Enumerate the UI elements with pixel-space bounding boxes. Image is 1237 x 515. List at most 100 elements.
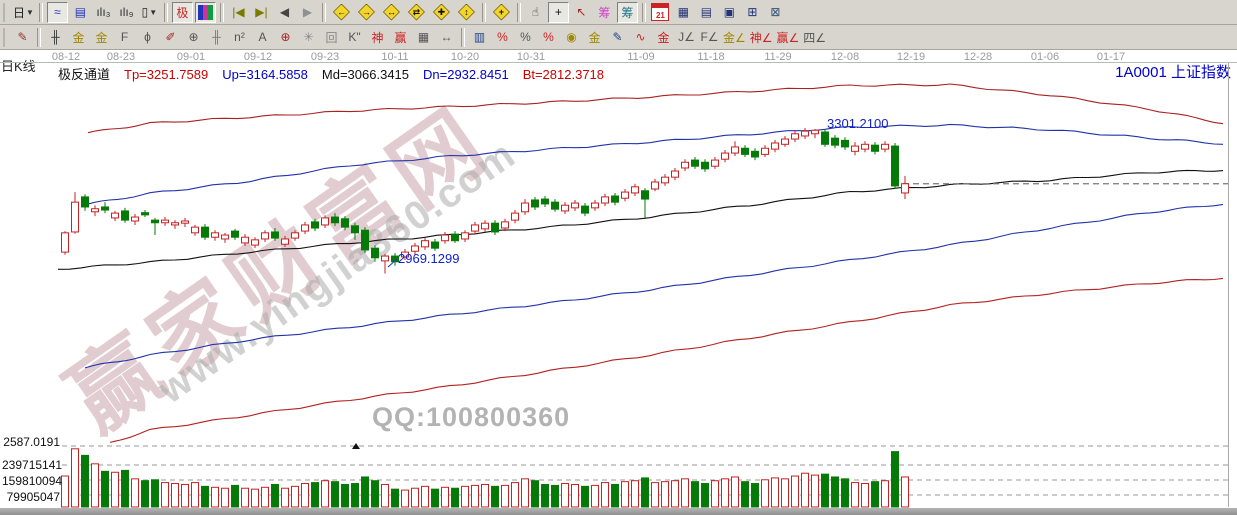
info-panel-icon[interactable]: ▤: [74, 5, 87, 19]
golden-hline2-tool[interactable]: 金: [95, 30, 108, 45]
date-tick-label: 12-19: [896, 51, 926, 63]
shen-line-tool[interactable]: 神: [371, 30, 384, 45]
measure-grid-tool[interactable]: ▦: [417, 30, 430, 44]
computer-icon[interactable]: ⊠: [770, 5, 781, 19]
ying-angle-tool[interactable]: 赢∠: [776, 30, 800, 45]
date-tick-label: 10-31: [516, 51, 546, 63]
wave-tool[interactable]: ∿: [635, 30, 646, 44]
percent-line-red-tool[interactable]: %: [497, 30, 508, 44]
chevron-down-icon: ▼: [149, 7, 158, 17]
center-view-button[interactable]: +: [490, 2, 513, 23]
expand-horizontal-button[interactable]: ↔: [380, 2, 403, 23]
expand-all-button[interactable]: ✚: [430, 2, 453, 23]
first-page-button[interactable]: |◀: [232, 5, 245, 19]
date-tick-label: 12-28: [963, 51, 993, 63]
prev-page-button[interactable]: ◀: [279, 5, 290, 19]
indicator-param: Up=3164.5858: [222, 67, 308, 82]
calendar-icon[interactable]: 21: [650, 2, 671, 23]
notepad-icon[interactable]: ▤: [700, 5, 713, 19]
golden-level-tool[interactable]: 金: [588, 30, 601, 45]
indicator-param: Dn=2932.8451: [423, 67, 509, 82]
ying-line-tool[interactable]: 赢: [394, 30, 407, 45]
status-bar: [0, 508, 1237, 515]
indicator-param: Tp=3251.7589: [124, 67, 209, 82]
next-page-button[interactable]: ▶: [302, 5, 313, 19]
gann-circle-tool[interactable]: ⊕: [280, 30, 291, 44]
vline-tool[interactable]: ╫: [212, 30, 221, 44]
indicator-param: Md=3066.3415: [321, 67, 410, 82]
period-selector[interactable]: 日 ▼: [13, 5, 34, 20]
f-angle-tool[interactable]: F∠: [700, 30, 719, 44]
date-tick-label: 09-23: [310, 51, 340, 63]
toolbar-separator: [481, 2, 486, 22]
date-tick-label: 08-12: [51, 51, 81, 63]
indicator-name: 极反通道: [58, 67, 111, 82]
percent-tool[interactable]: %: [520, 30, 531, 44]
date-tick-label: 11-09: [627, 51, 655, 63]
last-page-button[interactable]: ▶|: [255, 5, 268, 19]
toolbar-separator: [38, 2, 43, 22]
chart-9-icon[interactable]: ılı₉: [119, 5, 134, 19]
chart-right-frame: [1228, 63, 1229, 507]
candle-style-selector[interactable]: ▯ ▼: [141, 5, 158, 19]
date-tick-label: 09-01: [176, 51, 206, 63]
box-grid-tool[interactable]: 回: [325, 30, 338, 45]
toolbar-grip: [3, 27, 8, 47]
date-tick-label: 11-29: [764, 51, 792, 63]
symbol-label: 1A0001 上证指数: [1115, 64, 1231, 81]
toolbar-separator: [219, 2, 224, 22]
toolbar-main: 日 ▼ ≈ ▤ ılı₃ ılı₉ ▯ ▼ 极 |◀ ▶| ◀ ▶ ← → ↔ ⇄ ✚ ↕ + ☝ + ↖ 筹筹 21 ▦ ▤ ▣ ⊞ ⊠: [0, 0, 1237, 25]
spiral-line-tool[interactable]: ϕ: [144, 30, 151, 44]
si-angle-tool[interactable]: 四∠: [803, 30, 827, 45]
fibonacci-hline-tool[interactable]: F: [120, 30, 129, 44]
toolbar-separator: [641, 2, 646, 22]
hline-tool[interactable]: ╫: [51, 30, 60, 44]
chart-3-icon[interactable]: ılı₃: [96, 5, 111, 19]
pointer-annotate-tool[interactable]: ↖: [576, 5, 587, 19]
watermark-qq: QQ:100800360: [372, 402, 571, 432]
n2-line-tool[interactable]: n²: [234, 30, 245, 44]
draw-brush-tool[interactable]: ✎: [17, 30, 28, 44]
pen-level-tool[interactable]: ✎: [612, 30, 623, 44]
width-measure-tool[interactable]: ↔: [440, 30, 453, 44]
axis-label: 239715141: [2, 458, 63, 472]
golden-angle-tool[interactable]: 金∠: [723, 30, 746, 45]
angle-line-tool[interactable]: A: [258, 30, 267, 44]
golden-hline-tool[interactable]: 金: [72, 30, 85, 45]
k-count-tool[interactable]: K": [348, 30, 361, 44]
percent-level-tool[interactable]: %: [543, 30, 554, 44]
date-tick-label: 10-11: [381, 51, 409, 63]
axis-label: 79905047: [6, 490, 60, 504]
axis-label: 159810094: [2, 474, 63, 488]
compress-horizontal-button[interactable]: ⇄: [405, 2, 428, 23]
send-chart-icon[interactable]: ⊞: [747, 5, 758, 19]
jifan-channel-toggle[interactable]: 极: [171, 1, 193, 23]
shen-angle-tool[interactable]: 神∠: [749, 30, 773, 45]
compress-all-button[interactable]: ↕: [455, 2, 478, 23]
flower-circle-tool[interactable]: ✳: [303, 30, 314, 44]
j-angle-tool[interactable]: J∠: [678, 30, 695, 44]
chip-distribution-blue[interactable]: 筹: [616, 1, 638, 23]
pan-hand-tool[interactable]: ☝: [531, 5, 540, 19]
color-volume-toggle[interactable]: [194, 1, 216, 23]
chip-distribution-pink[interactable]: 筹: [598, 5, 611, 20]
pan-left-button[interactable]: ←: [330, 2, 353, 23]
brush-line-tool[interactable]: ✐: [165, 30, 176, 44]
kline-stat-tool[interactable]: ▥: [473, 30, 486, 44]
crosshair-tool[interactable]: +: [547, 1, 569, 23]
indicator-row: 极反通道 Tp=3251.7589 Up=3164.5858 Md=3066.3415…: [58, 64, 618, 83]
golden-circle-tool[interactable]: ◉: [566, 30, 577, 44]
date-tick-label: 12-08: [830, 51, 860, 63]
toolbar-separator: [461, 27, 465, 47]
calculator-icon[interactable]: ▦: [677, 5, 690, 19]
pan-right-button[interactable]: →: [355, 2, 378, 23]
golden-level2-tool[interactable]: 金: [657, 30, 670, 45]
save-icon[interactable]: ▣: [723, 5, 736, 19]
cycle-line-tool[interactable]: ⊕: [188, 30, 199, 44]
toolbar-separator: [321, 2, 326, 22]
date-tick-label: 01-06: [1030, 51, 1060, 63]
map-view-icon[interactable]: ≈: [46, 1, 68, 23]
